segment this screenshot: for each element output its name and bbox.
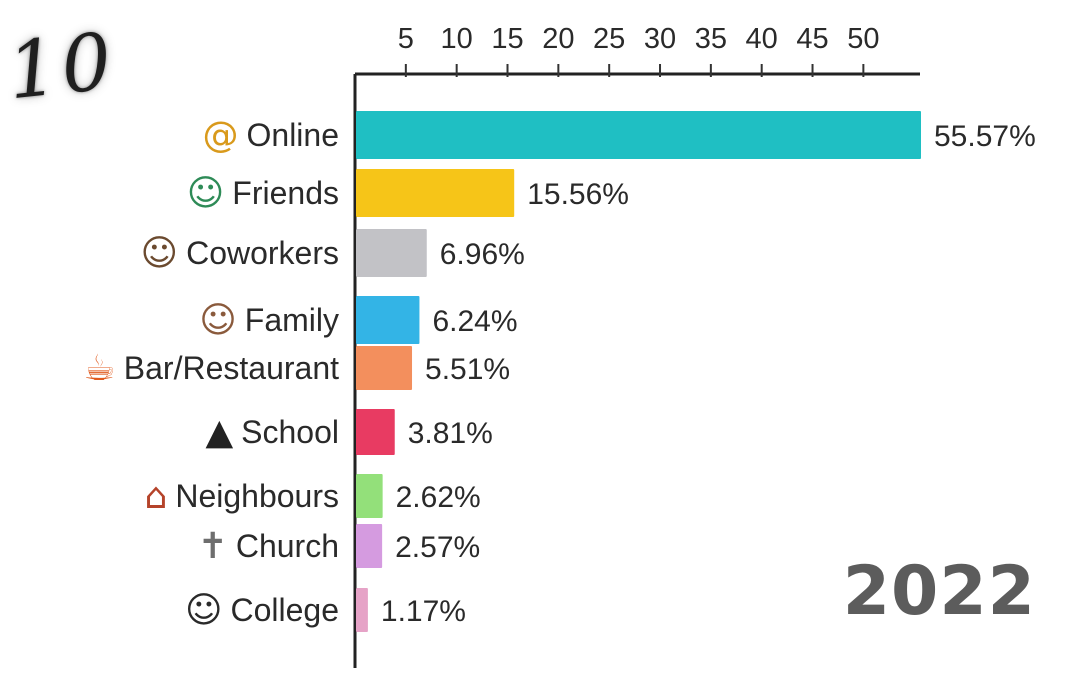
bar-college — [356, 588, 368, 632]
x-tick-label: 5 — [398, 23, 414, 55]
value-label: 55.57% — [934, 120, 1036, 153]
bar-school — [356, 409, 395, 455]
friends-icon: ☺ — [187, 173, 225, 214]
bar-neighbours — [356, 474, 383, 518]
x-tick-label: 45 — [796, 23, 828, 55]
value-label: 2.62% — [396, 481, 481, 514]
category-label: Neighbours — [175, 478, 339, 514]
x-tick-label: 10 — [441, 23, 473, 55]
x-tick-label: 15 — [491, 23, 523, 55]
axis-layer: 5 10 15 20 25 30 35 40 45 50 — [353, 23, 920, 668]
x-tick-label: 25 — [593, 23, 625, 55]
value-label: 1.17% — [381, 595, 466, 628]
x-tick-label: 40 — [746, 23, 778, 55]
x-tick-label: 20 — [542, 23, 574, 55]
at-sign-icon: @ — [203, 115, 239, 156]
category-label: Family — [245, 302, 339, 338]
x-tick-label: 50 — [847, 23, 879, 55]
category-label: Church — [236, 528, 339, 564]
graduate-icon: ☺ — [185, 590, 223, 631]
cocktail-icon: ☕ — [84, 348, 116, 389]
house-icon: ⌂ — [144, 476, 167, 517]
category-label: Online — [247, 117, 340, 153]
value-label: 6.96% — [440, 238, 525, 271]
value-label: 15.56% — [527, 178, 629, 211]
category-label: Coworkers — [186, 235, 339, 271]
labels-layer: Online@ 55.57%Friends☺ 15.56%Coworkers☺ 6.9… — [84, 115, 1036, 631]
coworkers-icon: ☺ — [141, 233, 179, 274]
category-label: School — [241, 414, 339, 450]
bar-coworkers — [356, 229, 427, 277]
value-label: 5.51% — [425, 353, 510, 386]
graduation-cap-icon: ▲ — [205, 412, 233, 453]
bars-layer — [356, 111, 921, 632]
bar-online — [356, 111, 921, 159]
category-label: College — [230, 592, 339, 628]
bar-family — [356, 296, 420, 344]
year-label: 2022 — [842, 552, 1036, 631]
value-label: 2.57% — [395, 531, 480, 564]
value-label: 3.81% — [408, 417, 493, 450]
x-tick-label: 35 — [695, 23, 727, 55]
category-label: Friends — [232, 175, 339, 211]
value-label: 6.24% — [432, 305, 517, 338]
bar-friends — [356, 169, 515, 217]
family-icon: ☺ — [199, 300, 237, 341]
bar-bar-restaurant — [356, 346, 413, 390]
category-label: Bar/Restaurant — [124, 350, 339, 386]
church-icon: ✝ — [198, 526, 228, 567]
x-tick-label: 30 — [644, 23, 676, 55]
bar-church — [356, 524, 383, 568]
